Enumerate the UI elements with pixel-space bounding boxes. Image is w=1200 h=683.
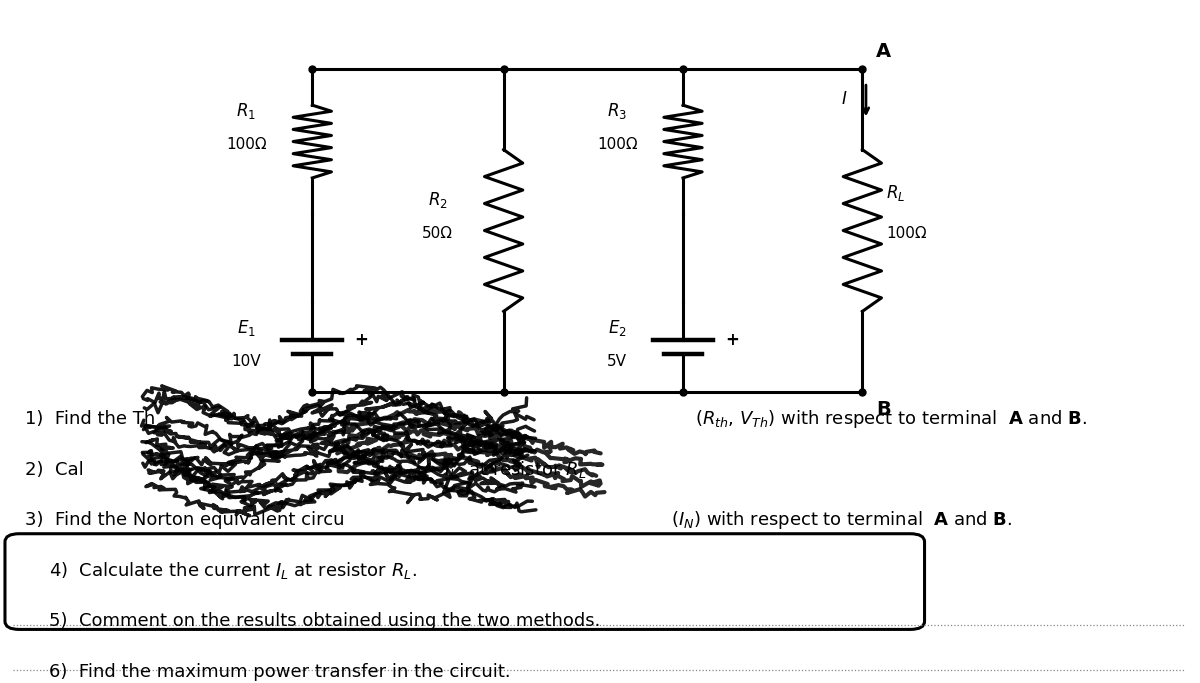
Text: 4)  Calculate the current $I_L$ at resistor $R_L$.: 4) Calculate the current $I_L$ at resist… xyxy=(49,560,418,581)
Text: 10V: 10V xyxy=(232,354,262,370)
Text: 5)  Comment on the results obtained using the two methods.: 5) Comment on the results obtained using… xyxy=(49,613,600,630)
Text: 100Ω: 100Ω xyxy=(596,137,637,152)
Text: +: + xyxy=(354,331,368,348)
Text: 100Ω: 100Ω xyxy=(227,137,266,152)
Text: ($R_{th}$, $V_{Th}$) with respect to terminal  $\mathbf{A}$ and $\mathbf{B}$.: ($R_{th}$, $V_{Th}$) with respect to ter… xyxy=(695,408,1087,430)
Text: I: I xyxy=(842,90,847,108)
Text: 100Ω: 100Ω xyxy=(887,226,926,241)
Text: $I_L$  at resistor $R_L$: $I_L$ at resistor $R_L$ xyxy=(444,459,586,480)
Text: E$_2$: E$_2$ xyxy=(607,318,626,338)
Text: E$_1$: E$_1$ xyxy=(236,318,256,338)
Text: R$_1$: R$_1$ xyxy=(236,101,257,121)
Text: 3)  Find the Norton equivalent circu: 3) Find the Norton equivalent circu xyxy=(25,512,344,529)
Text: R$_2$: R$_2$ xyxy=(428,190,448,210)
Text: 50Ω: 50Ω xyxy=(422,226,454,241)
Text: R$_3$: R$_3$ xyxy=(607,101,628,121)
Text: B: B xyxy=(876,400,892,419)
Text: 2)  Cal: 2) Cal xyxy=(25,461,84,479)
Text: 1)  Find the Th: 1) Find the Th xyxy=(25,410,156,428)
Text: 6)  Find the maximum power transfer in the circuit.: 6) Find the maximum power transfer in th… xyxy=(49,663,511,681)
Text: +: + xyxy=(725,331,739,348)
Text: 5V: 5V xyxy=(607,354,628,370)
Text: A: A xyxy=(876,42,892,61)
Text: ($I_N$) with respect to terminal  $\mathbf{A}$ and $\mathbf{B}$.: ($I_N$) with respect to terminal $\mathb… xyxy=(671,510,1013,531)
Text: R$_L$: R$_L$ xyxy=(887,184,906,204)
